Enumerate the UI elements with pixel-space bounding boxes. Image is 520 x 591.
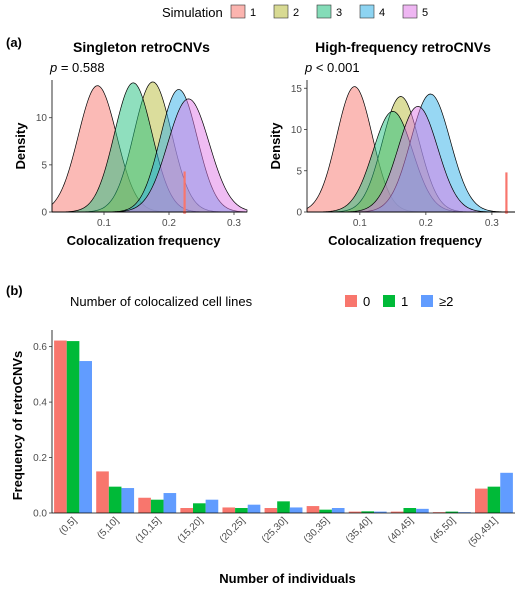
cell-lines-legend-label-1: 1 [401,294,408,309]
p-value-annotation: p < 0.001 [304,60,360,75]
x-tick-label: 0.2 [419,218,433,229]
y-axis-title: Density [13,122,28,170]
bar-y-tick-label: 0.6 [33,342,47,353]
x-tick-label: 0.3 [227,218,241,229]
bar-≥2-3 [205,499,219,513]
bar-0-5 [264,508,278,513]
bar-≥2-5 [289,507,303,513]
bar-y-tick-label: 0.4 [33,398,47,409]
bar-≥2-1 [121,488,135,513]
high-frequency-density-panel: High-frequency retroCNVs p < 0.001 0 5 10 15 0… [268,39,515,248]
cell-lines-legend-label-0: 0 [363,294,370,309]
bar-≥2-8 [416,508,429,513]
bar-≥2-2 [163,493,177,513]
bar-y-axis-title: Frequency of retroCNVs [10,351,25,501]
bar-1-0 [66,341,80,513]
simulation-legend-key-1 [230,4,246,19]
simulation-legend-title: Simulation [162,5,223,20]
bar-0-4 [222,507,236,513]
simulation-legend-label-1: 1 [250,7,256,19]
bar-≥2-9 [458,512,471,513]
cell-lines-legend-key-1 [383,295,395,307]
bar-1-3 [193,503,206,513]
y-tick-label: 10 [36,113,48,124]
bar-0-0 [54,340,67,513]
singleton-density-panel: Singleton retroCNVs p = 0.588 0 5 10 0.1 0.2 0.… [13,39,248,248]
bar-y-tick-label: 0.0 [33,509,47,520]
panel-title: High-frequency retroCNVs [315,39,491,55]
bar-1-9 [445,511,459,513]
x-axis-title: Colocalization frequency [328,233,483,248]
y-tick-label: 5 [41,160,47,171]
bar-1-4 [235,508,248,513]
bar-≥2-7 [374,511,387,513]
y-tick-label: 0 [41,208,47,219]
y-axis-title: Density [268,122,283,170]
simulation-legend-label-4: 4 [379,7,385,19]
x-axis-title: Colocalization frequency [67,233,222,248]
bar-0-1 [96,471,109,513]
simulation-legend-label-3: 3 [336,7,342,19]
bar-x-axis-title: Number of individuals [219,571,356,586]
bar-0-8 [390,511,404,513]
bar-1-10 [487,486,501,513]
p-value-annotation: p = 0.588 [49,60,105,75]
bar-1-6 [319,509,332,513]
bar-0-9 [432,512,446,513]
x-tick-label: 0.3 [485,218,499,229]
bar-1-2 [150,499,164,513]
x-tick-label: 0.1 [97,218,111,229]
simulation-legend-key-5 [402,4,418,19]
bar-≥2-0 [79,361,92,513]
bar-0-7 [348,511,362,513]
simulation-legend-key-3 [316,4,332,19]
y-tick-label: 5 [296,166,302,177]
bar-0-3 [180,508,194,513]
bar-1-7 [361,511,374,513]
cell-lines-legend-title: Number of colocalized cell lines [70,294,253,309]
bar-1-1 [108,486,122,513]
panel-title: Singleton retroCNVs [73,39,210,55]
x-tick-label: 0.2 [162,218,176,229]
bar-≥2-6 [331,508,345,513]
bar-0-10 [475,488,488,513]
bar-≥2-4 [247,504,261,513]
simulation-legend-key-4 [359,4,375,19]
panel-a-tag: (a) [6,35,22,50]
x-tick-label: 0.1 [353,218,367,229]
panel-b-tag: (b) [6,283,23,298]
y-tick-label: 0 [296,208,302,219]
simulation-legend: Simulation 1 2 3 4 5 [162,4,428,20]
bar-1-5 [277,501,290,513]
cell-lines-legend-label-≥2: ≥2 [439,294,453,309]
y-tick-label: 15 [291,84,303,95]
bar-≥2-10 [500,472,513,513]
bar-1-8 [403,508,417,513]
y-tick-label: 10 [291,125,303,136]
simulation-legend-key-2 [273,4,289,19]
cell-lines-legend-key-≥2 [421,295,433,307]
cell-lines-legend-key-0 [345,295,357,307]
bar-y-tick-label: 0.2 [33,453,47,464]
bar-0-6 [306,506,320,513]
simulation-legend-label-2: 2 [293,7,299,19]
bar-0-2 [138,497,151,513]
simulation-legend-label-5: 5 [422,7,428,19]
